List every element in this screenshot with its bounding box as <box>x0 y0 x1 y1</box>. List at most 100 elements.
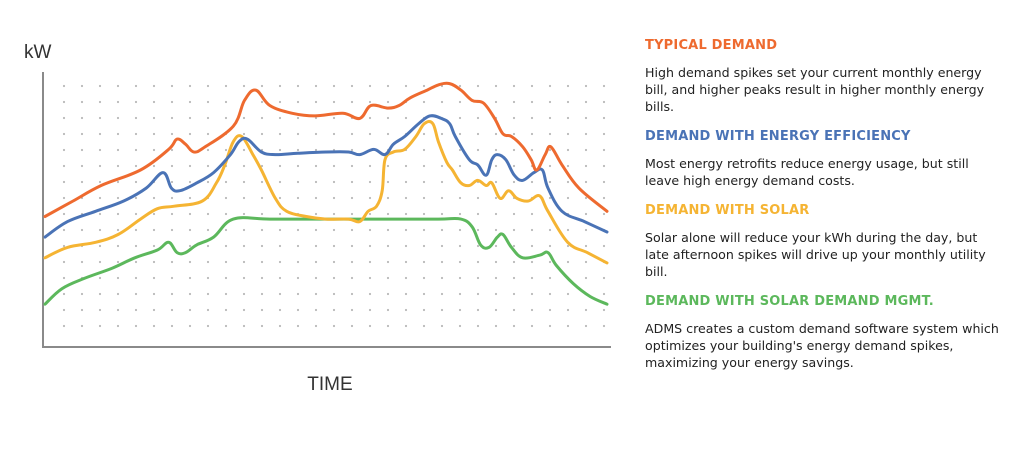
grid-dot <box>422 228 426 232</box>
grid-dot <box>566 308 570 312</box>
grid-dot <box>386 132 390 136</box>
legend-description: ADMS creates a custom demand software sy… <box>645 321 999 370</box>
grid-dot <box>242 260 246 264</box>
grid-dot <box>98 292 102 296</box>
grid-dot <box>368 132 372 136</box>
grid-dot <box>152 84 156 88</box>
grid-dot <box>404 324 408 328</box>
grid-dot <box>296 116 300 120</box>
grid-dot <box>260 180 264 184</box>
grid-dot <box>278 292 282 296</box>
grid-dot <box>350 164 354 168</box>
grid-dot <box>314 148 318 152</box>
grid-dot <box>170 212 174 216</box>
grid-dot <box>98 148 102 152</box>
grid-dot <box>548 180 552 184</box>
grid-dot <box>368 180 372 184</box>
grid-dot <box>404 276 408 280</box>
grid-dot <box>404 228 408 232</box>
grid-dot <box>422 292 426 296</box>
grid-dot <box>584 180 588 184</box>
grid-dot <box>512 132 516 136</box>
grid-dot <box>224 308 228 312</box>
grid-dot <box>116 308 120 312</box>
grid-dot <box>314 196 318 200</box>
grid-dot <box>602 148 606 152</box>
grid-dot <box>260 276 264 280</box>
grid-dot <box>584 84 588 88</box>
grid-dot <box>404 116 408 120</box>
grid-dot <box>314 292 318 296</box>
grid-dot <box>512 244 516 248</box>
grid-dot <box>350 308 354 312</box>
grid-dot <box>512 292 516 296</box>
grid-dot <box>242 180 246 184</box>
grid-dot <box>548 228 552 232</box>
grid-dot <box>116 292 120 296</box>
grid-dot <box>188 132 192 136</box>
grid-dot <box>134 212 138 216</box>
grid-dot <box>314 260 318 264</box>
grid-dot <box>458 212 462 216</box>
grid-dot <box>494 180 498 184</box>
grid-dot <box>188 116 192 120</box>
grid-dot <box>170 308 174 312</box>
grid-dot <box>314 228 318 232</box>
grid-dot <box>296 308 300 312</box>
grid-dot <box>242 164 246 168</box>
grid-dot <box>494 100 498 104</box>
legend-title: TYPICAL DEMAND <box>645 38 778 53</box>
grid-dot <box>116 148 120 152</box>
grid-dot <box>530 260 534 264</box>
grid-dot <box>440 260 444 264</box>
grid-dot <box>188 244 192 248</box>
grid-dot <box>296 132 300 136</box>
grid-dot <box>116 84 120 88</box>
grid-dot <box>152 276 156 280</box>
legend-description: High demand spikes set your current mont… <box>645 65 985 114</box>
grid-dot <box>494 308 498 312</box>
grid-dot <box>98 308 102 312</box>
grid-dot <box>476 260 480 264</box>
grid-dot <box>224 148 228 152</box>
grid-dot <box>116 212 120 216</box>
grid-dot <box>584 244 588 248</box>
grid-dot <box>260 196 264 200</box>
grid-dot <box>260 244 264 248</box>
grid-dot <box>98 164 102 168</box>
grid-dot <box>224 212 228 216</box>
grid-dot <box>134 84 138 88</box>
grid-dot <box>98 180 102 184</box>
grid-dot <box>98 276 102 280</box>
grid-dot <box>116 100 120 104</box>
grid-dot <box>368 276 372 280</box>
grid-dot <box>422 308 426 312</box>
grid-dot <box>440 180 444 184</box>
grid-dot <box>566 116 570 120</box>
grid-dot <box>62 260 66 264</box>
chart-grid <box>62 84 606 328</box>
grid-dot <box>458 100 462 104</box>
grid-dot <box>98 324 102 328</box>
grid-dot <box>368 228 372 232</box>
grid-dot <box>332 100 336 104</box>
grid-dot <box>440 276 444 280</box>
grid-dot <box>494 84 498 88</box>
grid-dot <box>206 84 210 88</box>
grid-dot <box>314 180 318 184</box>
grid-dot <box>296 196 300 200</box>
grid-dot <box>548 196 552 200</box>
grid-dot <box>584 260 588 264</box>
grid-dot <box>98 84 102 88</box>
grid-dot <box>98 132 102 136</box>
grid-dot <box>422 148 426 152</box>
grid-dot <box>386 324 390 328</box>
grid-dot <box>404 84 408 88</box>
grid-dot <box>332 260 336 264</box>
legend-item-typical-demand: TYPICAL DEMAND High demand spikes set yo… <box>645 38 1005 115</box>
grid-dot <box>476 196 480 200</box>
grid-dot <box>512 324 516 328</box>
grid-dot <box>62 132 66 136</box>
grid-dot <box>476 212 480 216</box>
legend-title: DEMAND WITH SOLAR DEMAND MGMT. <box>645 294 934 309</box>
